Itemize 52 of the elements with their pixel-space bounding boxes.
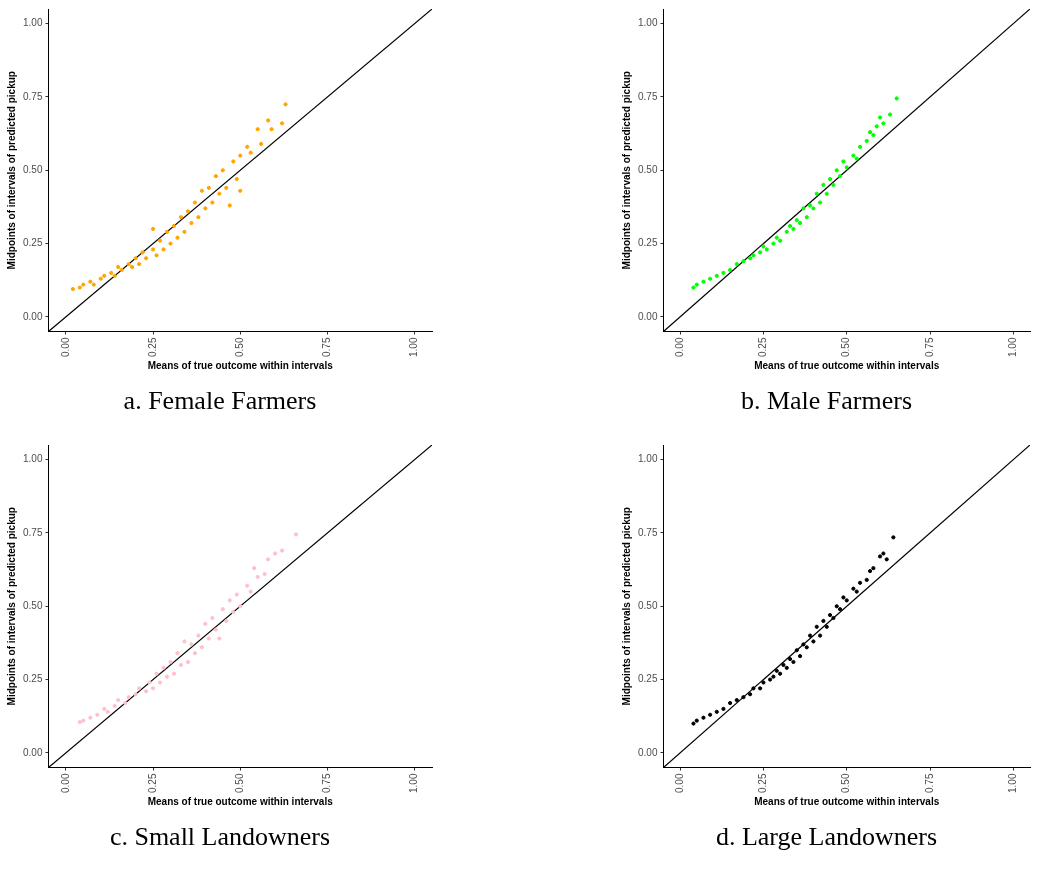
y-tick-label: 0.50 [637, 600, 658, 612]
x-tick-label: 1.00 [408, 337, 420, 358]
text: a. Female Farmers [122, 386, 318, 416]
y-axis-title: Midpoints of intervals of predicted pickup [5, 71, 17, 270]
x-tick-label: 0.50 [233, 773, 245, 794]
y-tick-label: 0.50 [22, 164, 43, 176]
x-tick-label: 0.75 [321, 773, 333, 794]
y-tick-label: 0.00 [637, 746, 658, 758]
y-tick-label: 0.25 [637, 237, 658, 249]
x-tick-label: 0.00 [673, 773, 685, 794]
x-tick-label: 0.50 [840, 337, 852, 358]
y-tick-label: 1.00 [22, 17, 43, 29]
x-tick-label: 0.00 [59, 773, 71, 794]
x-tick-label: 0.25 [757, 773, 769, 794]
y-tick-label: 0.75 [637, 526, 658, 538]
x-tick-label: 0.00 [673, 337, 685, 358]
y-tick-label: 0.25 [22, 237, 43, 249]
x-tick-label: 0.75 [923, 337, 935, 358]
y-tick-label: 0.75 [637, 90, 658, 102]
y-axis-title: Midpoints of intervals of predicted pickup [5, 507, 17, 706]
text: d. Large Landowners [714, 822, 939, 852]
x-axis-title: Means of true outcome within intervals [754, 795, 940, 807]
x-tick-label: 0.75 [321, 337, 333, 358]
y-axis-title: Midpoints of intervals of predicted pickup [620, 71, 632, 270]
x-tick-label: 0.50 [840, 773, 852, 794]
y-axis-title: Midpoints of intervals of predicted pickup [620, 507, 632, 706]
y-tick-label: 0.00 [22, 310, 43, 322]
y-tick-label: 0.50 [637, 164, 658, 176]
text: c. Small Landowners [108, 822, 332, 852]
y-tick-label: 0.25 [22, 673, 43, 685]
x-tick-label: 0.25 [757, 337, 769, 358]
x-tick-label: 1.00 [408, 773, 420, 794]
y-tick-label: 0.75 [22, 526, 43, 538]
y-tick-label: 0.25 [637, 673, 658, 685]
text: b. Male Farmers [739, 386, 914, 416]
x-tick-label: 0.25 [146, 337, 158, 358]
x-tick-label: 1.00 [1007, 773, 1019, 794]
x-tick-label: 1.00 [1007, 337, 1019, 358]
x-tick-label: 0.75 [923, 773, 935, 794]
y-tick-label: 0.50 [22, 600, 43, 612]
y-tick-label: 0.00 [22, 746, 43, 758]
y-tick-label: 1.00 [22, 453, 43, 465]
y-tick-label: 1.00 [637, 453, 658, 465]
x-tick-label: 0.00 [59, 337, 71, 358]
y-tick-label: 0.00 [637, 310, 658, 322]
x-axis-title: Means of true outcome within intervals [147, 795, 334, 807]
y-tick-label: 1.00 [637, 17, 658, 29]
x-axis-title: Means of true outcome within intervals [754, 359, 940, 371]
x-axis-title: Means of true outcome within intervals [147, 359, 334, 371]
x-tick-label: 0.50 [233, 337, 245, 358]
y-tick-label: 0.75 [22, 90, 43, 102]
x-tick-label: 0.25 [146, 773, 158, 794]
